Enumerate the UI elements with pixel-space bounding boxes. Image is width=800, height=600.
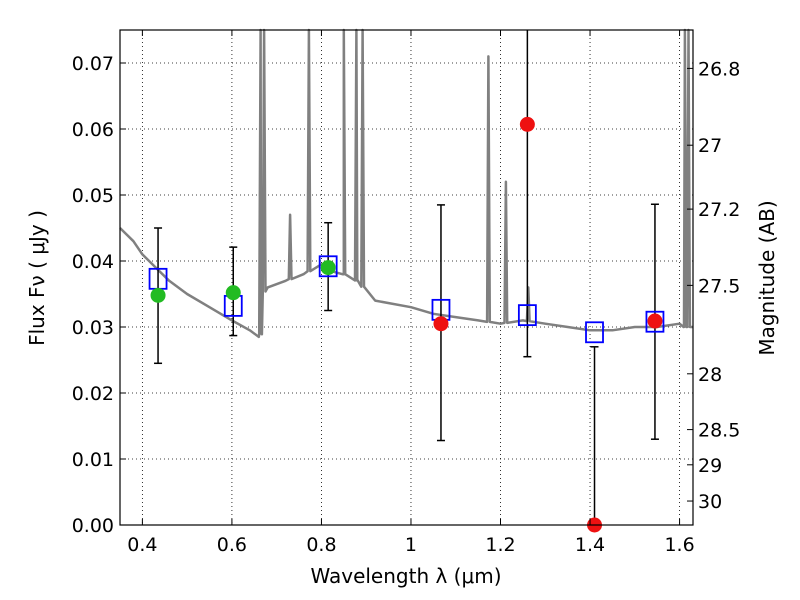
y-tick-label: 0.02 [72, 383, 114, 405]
y-tick-label: 0.01 [72, 449, 114, 471]
y-tick-label: 0.03 [72, 317, 114, 339]
x-tick-label: 1.4 [575, 534, 605, 556]
model-box [645, 310, 665, 333]
y-tick-label: 0.05 [72, 185, 114, 207]
x-tick-label: 0.4 [127, 534, 157, 556]
axis-ticks: 0.4 0.6 0.8 1 1.2 1.4 1.6 0.00 0.01 0.02 0.03 0.04 0… [72, 30, 740, 556]
model-box [318, 255, 338, 278]
y2-tick-label: 28.5 [698, 420, 740, 442]
detection-point [150, 287, 166, 303]
photometry-points [150, 116, 663, 533]
y-tick-label: 0.00 [72, 515, 114, 537]
y2-tick-label: 30 [698, 491, 722, 513]
y-axis-label: Flux Fν ( μJy ) [25, 210, 49, 346]
y2-tick-label: 27.5 [698, 275, 740, 297]
model-box [517, 304, 537, 327]
detection-point [320, 260, 336, 276]
y-tick-label: 0.04 [72, 251, 114, 273]
y2-tick-label: 29 [698, 455, 722, 477]
x-tick-label: 0.6 [217, 534, 247, 556]
y2-tick-label: 27 [698, 135, 722, 157]
grid [120, 30, 693, 526]
y-tick-label: 0.07 [72, 53, 114, 75]
x-tick-label: 1.6 [664, 534, 694, 556]
x-tick-label: 1.2 [485, 534, 515, 556]
y2-tick-label: 28 [698, 364, 722, 386]
y2-tick-label: 26.8 [698, 58, 740, 80]
x-tick-label: 0.8 [306, 534, 336, 556]
nondetection-point [433, 316, 449, 332]
spectrum-line [119, 28, 693, 339]
nondetection-point [519, 116, 535, 132]
x-tick-label: 1 [405, 534, 417, 556]
y-tick-label: 0.06 [72, 119, 114, 141]
x-axis-label: Wavelength λ (μm) [310, 564, 501, 588]
y2-axis-label: Magnitude (AB) [755, 200, 779, 355]
y2-tick-label: 27.2 [698, 199, 740, 221]
model-box [585, 321, 604, 344]
nondetection-point [647, 313, 663, 329]
template-spectrum [119, 28, 693, 339]
detection-point [225, 285, 241, 301]
plot-frame [119, 29, 694, 526]
